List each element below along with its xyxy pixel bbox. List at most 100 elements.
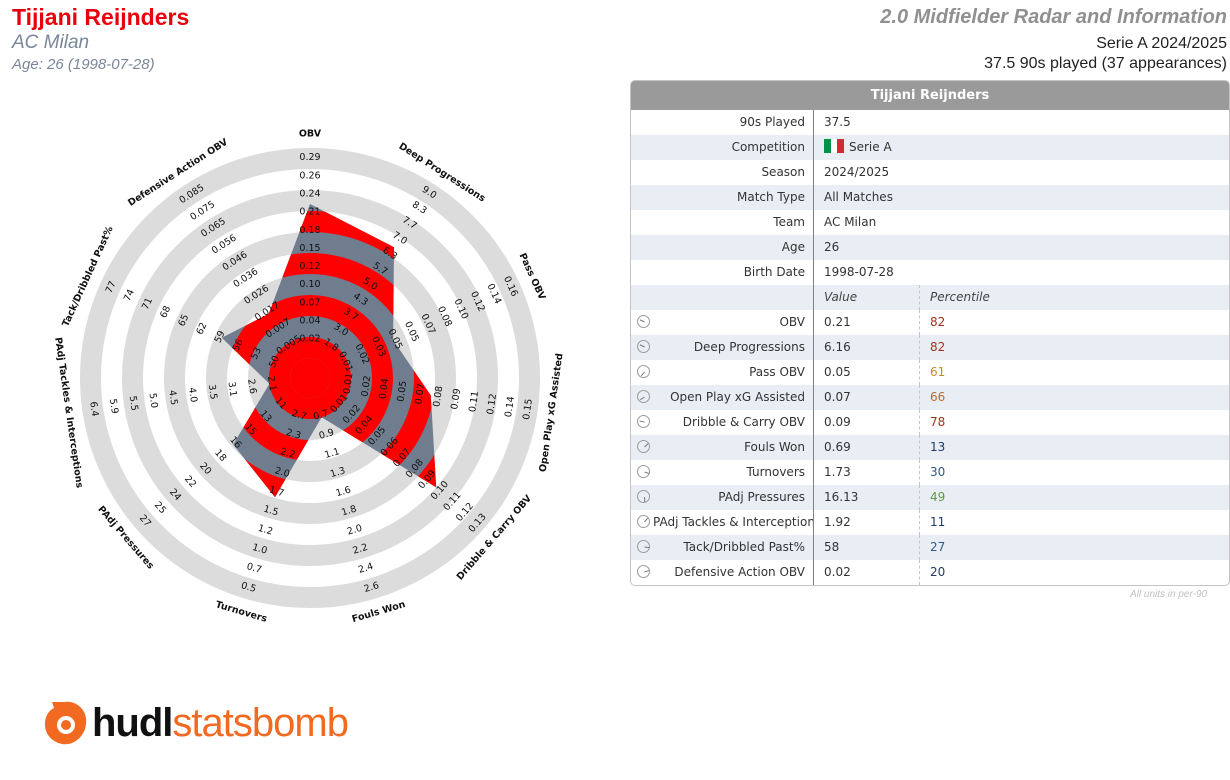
- row-value-text: 26: [824, 240, 840, 254]
- radar-ring: [122, 190, 498, 566]
- player-name: Tijjani Reijnders: [12, 4, 190, 30]
- radar-tick-label: 0.10: [299, 279, 320, 290]
- row-value: AC Milan: [814, 210, 1124, 235]
- radar-tick-label: 0.07: [413, 383, 427, 406]
- radar-metric-label: Fouls Won: [351, 599, 407, 625]
- radar-tick-label: 50: [267, 354, 282, 370]
- radar-ring: [80, 148, 540, 608]
- radar-tick-label: 71: [140, 296, 155, 312]
- metric-percentile: 61: [930, 365, 946, 379]
- metric-percentile: 78: [930, 415, 946, 429]
- radar-tick-label: 0.01: [342, 372, 356, 395]
- metric-label: Fouls Won: [653, 435, 814, 460]
- table-row: Open Play xG Assisted 0.07 66: [631, 385, 1229, 410]
- row-icon-slot: [631, 235, 653, 260]
- flag-stripe: [837, 139, 844, 153]
- clock-hand: [639, 396, 645, 401]
- row-value-text: 2024/2025: [824, 165, 890, 179]
- row-icon-slot: [631, 335, 653, 360]
- row-icon-slot: [631, 435, 653, 460]
- row-value: 2024/2025: [814, 160, 1124, 185]
- metric-label: Open Play xG Assisted: [653, 385, 814, 410]
- metric-value: 58: [814, 535, 920, 560]
- row-icon-slot: [631, 110, 653, 135]
- percentile-clock-icon: [637, 390, 650, 403]
- radar-tick-label: 0.04: [377, 377, 391, 400]
- clock-hand: [638, 420, 645, 423]
- radar-tick-label: 2.2: [352, 542, 370, 557]
- radar-tick-label: 0.07: [299, 297, 320, 308]
- row-icon-slot: [631, 410, 653, 435]
- radar-tick-label: 5.0: [147, 392, 160, 409]
- row-icon-slot: [631, 285, 653, 310]
- table-row: Team AC Milan: [631, 210, 1229, 235]
- radar-tick-label: 0.18: [299, 225, 320, 236]
- metric-label: PAdj Pressures: [653, 485, 814, 510]
- percentile-clock-icon: [637, 465, 650, 478]
- row-value-text: Serie A: [849, 140, 892, 154]
- metric-value: 1.92: [814, 510, 920, 535]
- radar-fill-band: [221, 211, 437, 498]
- table-row: Birth Date 1998-07-28: [631, 260, 1229, 285]
- row-label: Birth Date: [653, 260, 814, 285]
- radar-tick-label: 1.2: [257, 523, 275, 538]
- metric-label: PAdj Tackles & Interceptions: [653, 510, 814, 535]
- metric-value: 0.05: [814, 360, 920, 385]
- row-value: 26: [814, 235, 1124, 260]
- clock-hand: [639, 344, 645, 348]
- table-row: Dribble & Carry OBV 0.09 78: [631, 410, 1229, 435]
- row-value: 1998-07-28: [814, 260, 1124, 285]
- radar-tick-label: 3.1: [225, 381, 238, 398]
- metric-label: Pass OBV: [653, 360, 814, 385]
- report-title: 2.0 Midfielder Radar and Information: [880, 6, 1227, 28]
- table-row: Pass OBV 0.05 61: [631, 360, 1229, 385]
- radar-tick-label: 68: [158, 304, 173, 320]
- row-label: Match Type: [653, 185, 814, 210]
- clock-hand: [643, 471, 649, 475]
- radar-tick-label: 4.5: [166, 389, 179, 406]
- row-value: Serie A: [814, 135, 1124, 160]
- clock-hand: [639, 319, 645, 323]
- radar-tick-label: 2.2: [279, 446, 297, 461]
- radar-tick-label: 2.0: [346, 523, 364, 538]
- radar-tick-label: 1.5: [262, 504, 280, 519]
- club-name: AC Milan: [12, 32, 90, 53]
- row-icon-slot: [631, 185, 653, 210]
- radar-tick-label: 0.12: [299, 261, 320, 272]
- radar-center: [290, 358, 330, 398]
- row-icon-slot: [631, 485, 653, 510]
- logo-wordmark: hudlstatsbomb: [92, 701, 349, 746]
- row-value-text: AC Milan: [824, 215, 877, 229]
- flag-stripe: [830, 139, 838, 153]
- radar-tick-label: 0.04: [299, 315, 320, 326]
- row-icon-slot: [631, 560, 653, 585]
- metric-percentile: 49: [930, 490, 946, 504]
- metric-percentile: 82: [930, 340, 946, 354]
- metric-label: Defensive Action OBV: [653, 560, 814, 585]
- radar-tick-label: 2.7: [290, 408, 308, 423]
- league-season: Serie A 2024/2025: [1096, 35, 1227, 52]
- row-value: All Matches: [814, 185, 1124, 210]
- table-row: 90s Played 37.5: [631, 110, 1229, 135]
- table-row: Season 2024/2025: [631, 160, 1229, 185]
- table-row: Age 26: [631, 235, 1229, 260]
- radar-tick-label: 1.1: [323, 446, 341, 461]
- table-row: Competition Serie A: [631, 135, 1229, 160]
- radar-tick-label: 2.6: [245, 378, 258, 395]
- radar-metric-label: Turnovers: [214, 599, 268, 625]
- radar-metric-label: PAdj Tackles & Interceptions: [52, 337, 85, 490]
- percentile-clock-icon: [637, 565, 650, 578]
- row-label: [653, 285, 814, 310]
- radar-tick-label: 56: [231, 337, 246, 353]
- metric-percentile: 82: [930, 315, 946, 329]
- row-icon-slot: [631, 310, 653, 335]
- radar-chart: 0.020.040.070.100.120.150.180.210.240.26…: [52, 129, 565, 626]
- radar-tick-label: 65: [176, 313, 191, 329]
- row-icon-slot: [631, 360, 653, 385]
- radar-tick-label: 0.7: [312, 408, 330, 423]
- metric-value: 6.16: [814, 335, 920, 360]
- metric-percentile: 13: [930, 440, 946, 454]
- radar-tick-label: 2.1: [265, 375, 278, 392]
- row-icon-slot: [631, 260, 653, 285]
- radar-tick-label: 0.02: [360, 375, 374, 398]
